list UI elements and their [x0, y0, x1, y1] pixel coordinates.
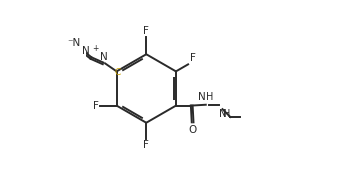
Text: N: N	[100, 52, 107, 62]
Text: C: C	[115, 68, 121, 77]
Text: O: O	[188, 125, 197, 135]
Text: F: F	[190, 53, 196, 63]
Text: ⁻N: ⁻N	[67, 38, 80, 48]
Text: N: N	[82, 46, 90, 56]
Text: H: H	[206, 92, 214, 102]
Text: H: H	[223, 109, 230, 119]
Text: F: F	[143, 26, 149, 36]
Text: N: N	[219, 109, 227, 119]
Text: F: F	[143, 140, 149, 150]
Text: +: +	[92, 44, 98, 53]
Text: F: F	[93, 101, 99, 111]
Text: N: N	[198, 92, 206, 102]
